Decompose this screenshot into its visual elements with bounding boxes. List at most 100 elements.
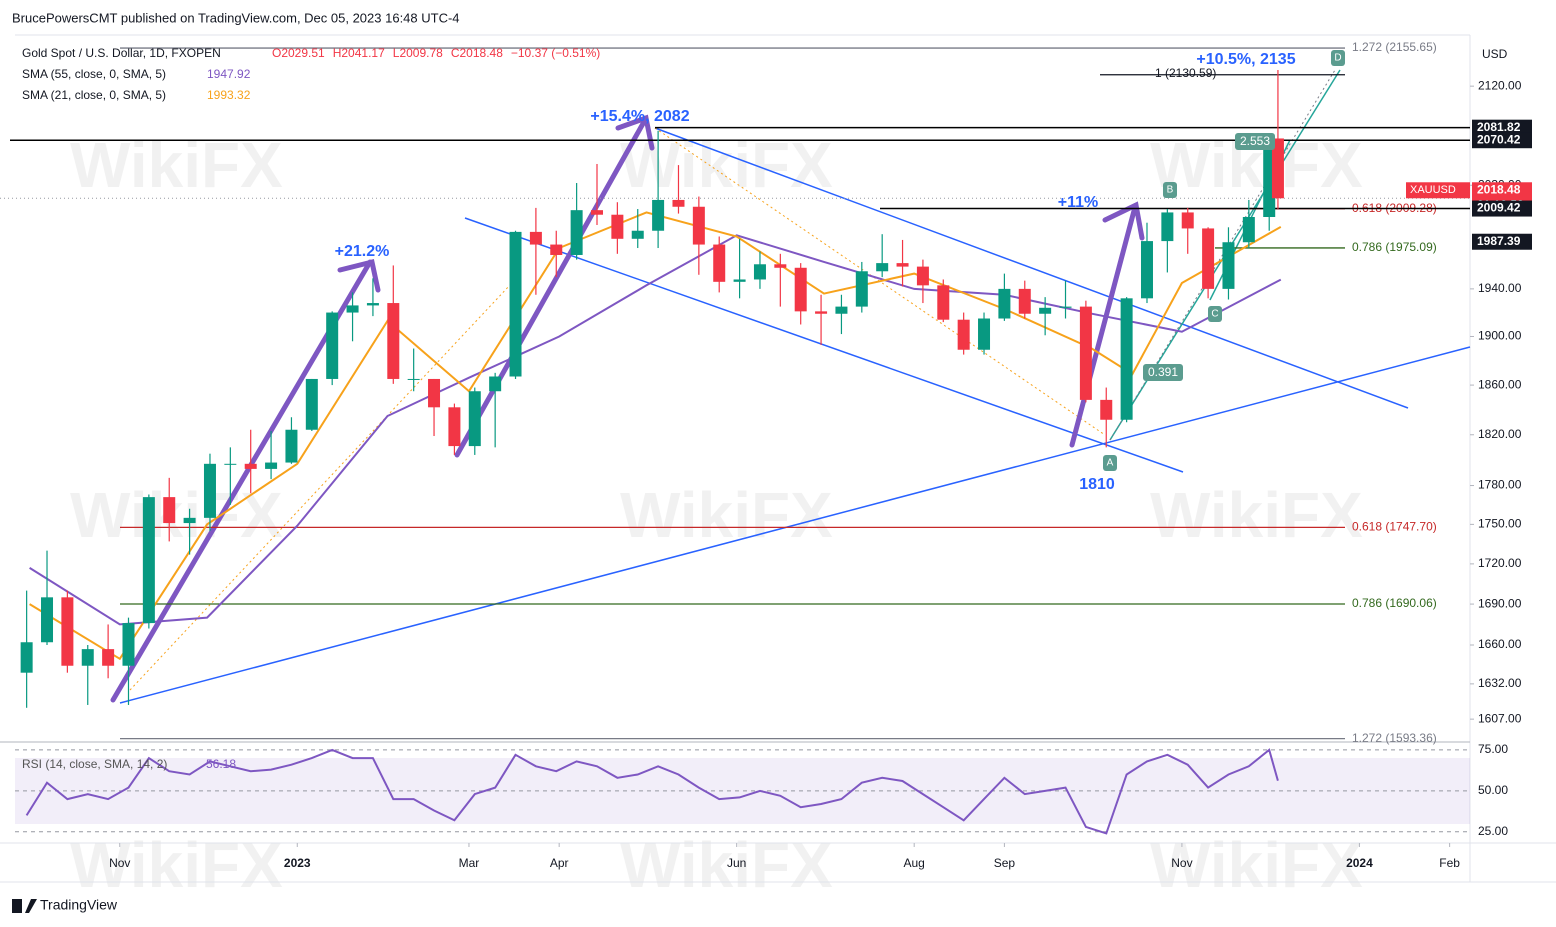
candle-body [142, 497, 155, 624]
annotation: +15.4%, 2082 [590, 108, 689, 125]
watermark: WikiFX [620, 479, 833, 551]
annotation: 1810 [1079, 476, 1115, 493]
candle-body [815, 311, 828, 314]
candle-body [1140, 241, 1153, 299]
legend-value: 1993.32 [207, 88, 251, 102]
price-tag-box [1472, 119, 1532, 136]
candle-body [794, 267, 807, 312]
candle-body [835, 306, 848, 314]
candle-body [224, 463, 237, 465]
y-tick-label: 1720.00 [1478, 556, 1522, 570]
x-tick-label: Aug [904, 856, 925, 870]
candle-body [550, 244, 563, 255]
rsi-line [25, 748, 1279, 835]
arrow [454, 114, 655, 458]
candle-body [855, 271, 868, 307]
candle-body [346, 305, 359, 313]
candle-body [672, 199, 685, 207]
candle-body [489, 376, 502, 392]
y-tick-label: 1900.00 [1478, 329, 1522, 343]
trendline [654, 127, 1106, 436]
candle-body [1100, 399, 1113, 420]
ratio-label: 2.553 [1240, 134, 1270, 148]
x-tick-label: Feb [1439, 856, 1460, 870]
currency: USD [1482, 47, 1508, 61]
annotation: +21.2% [335, 243, 390, 260]
candle-body [1271, 138, 1284, 199]
price-tag: 2070.42 [1477, 132, 1521, 146]
price-tag-box [1472, 200, 1532, 217]
plot: 2120.002030.001940.001900.001860.001820.… [0, 40, 1532, 870]
candle-body [326, 312, 339, 379]
level-label: 0.786 (1975.09) [1352, 240, 1437, 254]
candle-body [41, 597, 54, 643]
x-tick-label: Apr [550, 856, 569, 870]
rsi-legend-value: 56.18 [206, 757, 236, 771]
candle-body [591, 210, 603, 215]
chart-title: Gold Spot / U.S. Dollar, 1D, FXOPEN [22, 46, 221, 60]
candle-body [1242, 216, 1255, 243]
ratio-box [1235, 133, 1275, 150]
x-tick-label: Sep [994, 856, 1016, 870]
candle-body [122, 623, 135, 666]
candle-body [1079, 306, 1092, 400]
rsi-tick-label: 50.00 [1478, 783, 1508, 797]
x-tick-label: Mar [459, 856, 480, 870]
x-tick-label: 2023 [284, 856, 311, 870]
x-tick-label: Nov [109, 856, 130, 870]
price-tag: 2081.82 [1477, 120, 1521, 134]
candle-body [774, 264, 787, 268]
candle-body [998, 288, 1011, 319]
y-tick-label: 1940.00 [1478, 281, 1522, 295]
candle-body [713, 244, 726, 282]
x-tick-label: Jun [727, 856, 746, 870]
y-tick-label: 1860.00 [1478, 377, 1522, 391]
candle-body [916, 266, 929, 286]
publisher: BrucePowersCMT published on TradingView.… [12, 10, 460, 25]
candle-body [387, 303, 400, 379]
ohlc-value: C2018.48 [451, 46, 503, 60]
candle-body [265, 462, 278, 469]
price-tag: 2018.48 [1477, 182, 1521, 196]
candle-body [203, 463, 216, 518]
point-label: C [1211, 309, 1218, 320]
candle-body [407, 378, 420, 380]
candle-body [1222, 242, 1235, 289]
candle-body [81, 649, 94, 666]
y-tick-label: 1780.00 [1478, 478, 1522, 492]
level-label: 0.786 (1690.06) [1352, 596, 1437, 610]
level-label: 1.272 (2155.65) [1352, 40, 1437, 54]
ohlc-value: O2029.51 [272, 46, 325, 60]
watermark: WikiFX [1150, 479, 1363, 551]
y-tick-label: 1750.00 [1478, 517, 1522, 531]
price-tag-box [1472, 132, 1532, 149]
rsi-legend: RSI (14, close, SMA, 14, 2) [22, 757, 167, 771]
candle-body [1039, 307, 1052, 314]
watermark: WikiFX [70, 479, 283, 551]
price-tag: 2009.42 [1477, 201, 1521, 215]
symbol-tag-box [1406, 182, 1470, 199]
arrow [1069, 201, 1145, 448]
candle-body [183, 517, 196, 524]
candle-body [896, 263, 909, 267]
candle-body [102, 649, 115, 666]
candle-body [529, 231, 542, 245]
ratio-label: 0.391 [1148, 365, 1178, 379]
candle-body [631, 230, 644, 239]
candle-body [468, 391, 481, 447]
ratio-box [1143, 364, 1183, 381]
ohlc-value: −10.37 (−0.51%) [511, 46, 600, 60]
point-label-box [1208, 306, 1222, 322]
candle-body [937, 285, 950, 320]
candle-body [20, 642, 33, 673]
point-label: A [1107, 458, 1114, 469]
candle-body [611, 214, 624, 239]
level-label: 0.618 (1747.70) [1352, 520, 1437, 534]
candle-body [428, 378, 441, 408]
candle-body [61, 597, 74, 666]
y-tick-label: 1820.00 [1478, 427, 1522, 441]
x-tick-label: 2024 [1346, 856, 1373, 870]
level-label: 1.272 (1593.36) [1352, 731, 1437, 745]
candle-body [1181, 212, 1194, 229]
